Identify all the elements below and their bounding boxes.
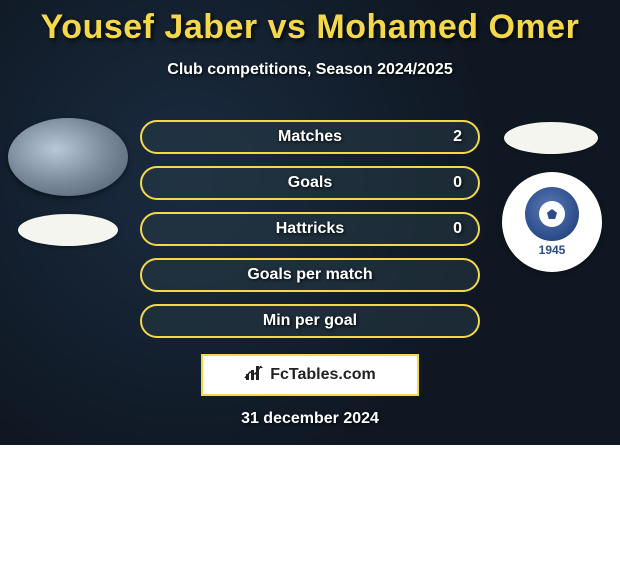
- stat-value-right: 0: [453, 220, 462, 238]
- fctables-logo-text: FcTables.com: [270, 366, 376, 384]
- page-title: Yousef Jaber vs Mohamed Omer: [0, 0, 620, 47]
- subtitle: Club competitions, Season 2024/2025: [0, 61, 620, 79]
- stat-row-min-per-goal: Min per goal: [140, 304, 480, 338]
- stat-label: Min per goal: [263, 312, 357, 330]
- stat-row-matches: Matches 2: [140, 120, 480, 154]
- stat-row-hattricks: Hattricks 0: [140, 212, 480, 246]
- stat-label: Hattricks: [276, 220, 344, 238]
- bar-chart-icon: [244, 364, 266, 387]
- stat-label: Matches: [278, 128, 342, 146]
- stat-value-right: 0: [453, 174, 462, 192]
- stat-label: Goals: [288, 174, 332, 192]
- comparison-panel: Yousef Jaber vs Mohamed Omer Club compet…: [0, 0, 620, 445]
- stat-row-goals: Goals 0: [140, 166, 480, 200]
- stat-value-right: 2: [453, 128, 462, 146]
- stats-list: Matches 2 Goals 0 Hattricks 0 Goals per …: [0, 120, 620, 350]
- stat-label: Goals per match: [247, 266, 372, 284]
- fctables-logo-box[interactable]: FcTables.com: [201, 354, 419, 396]
- stat-row-goals-per-match: Goals per match: [140, 258, 480, 292]
- date-label: 31 december 2024: [0, 410, 620, 428]
